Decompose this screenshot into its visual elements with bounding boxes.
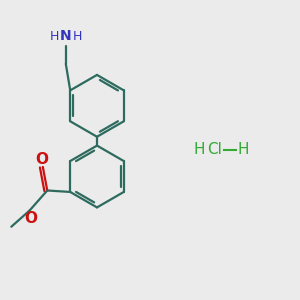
Text: N: N [60, 29, 72, 43]
Text: O: O [25, 211, 38, 226]
Text: Cl: Cl [207, 142, 222, 158]
Text: H: H [50, 30, 59, 43]
Text: H: H [237, 142, 248, 158]
Text: H: H [194, 142, 205, 158]
Text: H: H [72, 30, 82, 43]
Text: O: O [35, 152, 49, 167]
